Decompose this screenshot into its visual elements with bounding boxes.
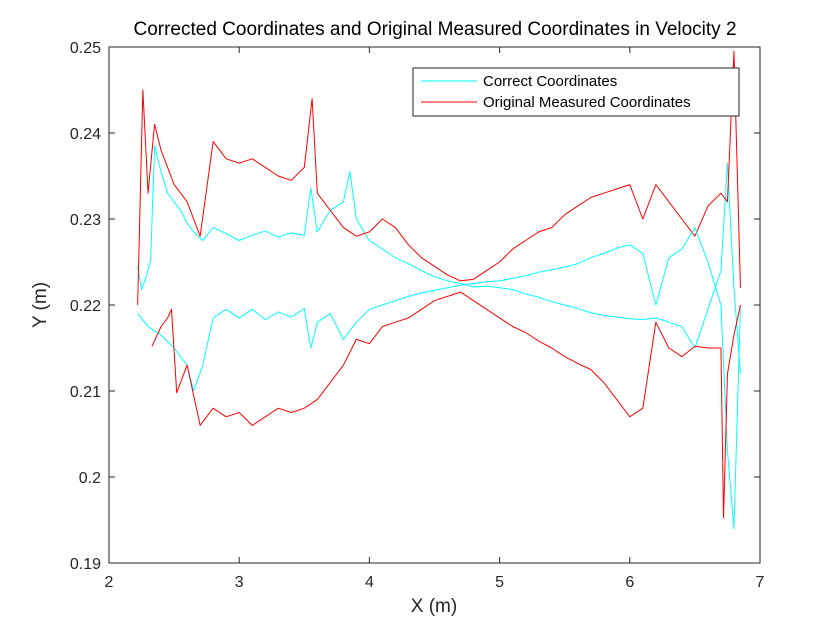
x-axis-label: X (m) <box>411 596 457 617</box>
x-tick-label: 6 <box>625 574 634 591</box>
x-tick-label: 2 <box>105 574 114 591</box>
series-line-2 <box>137 227 741 530</box>
y-tick-label: 0.24 <box>70 126 101 143</box>
x-tick-label: 4 <box>365 574 374 591</box>
series-line-0 <box>137 145 741 374</box>
y-tick-label: 0.21 <box>70 384 101 401</box>
chart-title: Corrected Coordinates and Original Measu… <box>133 19 736 40</box>
y-tick-label: 0.19 <box>70 556 101 573</box>
legend-box <box>412 67 740 117</box>
x-tick-label: 5 <box>495 574 504 591</box>
y-tick-label: 0.2 <box>79 470 101 487</box>
y-tick-label: 0.25 <box>70 40 101 57</box>
plot-area <box>108 46 761 564</box>
x-axis-ticks: 2 3 4 5 6 7 <box>105 47 765 591</box>
series-line-3 <box>151 291 741 519</box>
plot-lines <box>137 50 741 530</box>
y-tick-label: 0.23 <box>70 212 101 229</box>
series-line-1 <box>137 50 741 306</box>
legend-label-original: Original Measured Coordinates <box>483 94 691 111</box>
y-tick-label: 0.22 <box>70 298 101 315</box>
y-axis-ticks: 0.19 0.2 0.21 0.22 0.23 0.24 0.25 <box>70 40 760 573</box>
legend: Correct Coordinates Original Measured Co… <box>412 67 740 117</box>
legend-label-correct: Correct Coordinates <box>483 73 617 90</box>
y-axis-label: Y (m) <box>30 282 51 328</box>
x-tick-label: 3 <box>235 574 244 591</box>
x-tick-label: 7 <box>756 574 765 591</box>
